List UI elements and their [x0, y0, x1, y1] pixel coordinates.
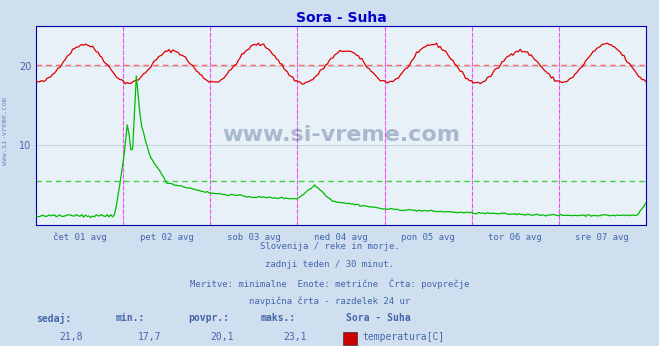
Text: pon 05 avg: pon 05 avg	[401, 233, 455, 242]
Text: sre 07 avg: sre 07 avg	[575, 233, 629, 242]
Text: Sora - Suha: Sora - Suha	[346, 313, 411, 323]
Text: pet 02 avg: pet 02 avg	[140, 233, 194, 242]
Text: Meritve: minimalne  Enote: metrične  Črta: povprečje: Meritve: minimalne Enote: metrične Črta:…	[190, 278, 469, 289]
Text: 20,1: 20,1	[210, 332, 234, 342]
Text: maks.:: maks.:	[260, 313, 295, 323]
Text: tor 06 avg: tor 06 avg	[488, 233, 542, 242]
Text: sedaj:: sedaj:	[36, 313, 71, 324]
Text: Slovenija / reke in morje.: Slovenija / reke in morje.	[260, 242, 399, 251]
Text: 21,8: 21,8	[59, 332, 82, 342]
Text: navpična črta - razdelek 24 ur: navpična črta - razdelek 24 ur	[249, 296, 410, 306]
Text: www.si-vreme.com: www.si-vreme.com	[2, 98, 9, 165]
Text: čet 01 avg: čet 01 avg	[53, 233, 107, 242]
Text: min.:: min.:	[115, 313, 145, 323]
Text: zadnji teden / 30 minut.: zadnji teden / 30 minut.	[265, 260, 394, 269]
Text: temperatura[C]: temperatura[C]	[362, 332, 445, 342]
Text: ned 04 avg: ned 04 avg	[314, 233, 368, 242]
Text: 17,7: 17,7	[138, 332, 161, 342]
Text: 23,1: 23,1	[283, 332, 306, 342]
Title: Sora - Suha: Sora - Suha	[296, 11, 386, 25]
Text: sob 03 avg: sob 03 avg	[227, 233, 281, 242]
Text: www.si-vreme.com: www.si-vreme.com	[222, 125, 460, 145]
Text: povpr.:: povpr.:	[188, 313, 229, 323]
